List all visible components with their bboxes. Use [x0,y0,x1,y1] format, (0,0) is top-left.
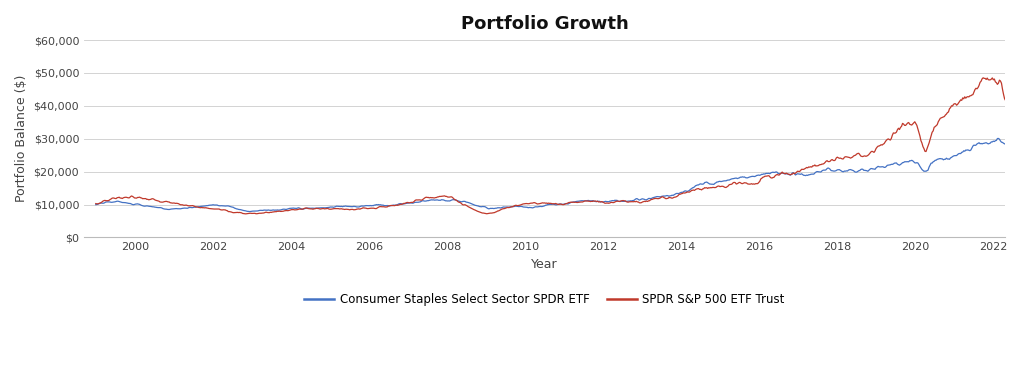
X-axis label: Year: Year [531,258,558,271]
Y-axis label: Portfolio Balance ($): Portfolio Balance ($) [15,75,28,202]
SPDR S&P 500 ETF Trust [482,211,495,216]
Consumer Staples Select Sector SPDR ETF [781,171,794,176]
Consumer Staples Select Sector SPDR ETF [482,207,495,211]
SPDR S&P 500 ETF Trust [781,171,794,176]
SPDR S&P 500 ETF Trust [977,76,989,80]
SPDR S&P 500 ETF Trust [743,182,756,187]
Consumer Staples Select Sector SPDR ETF [330,204,342,209]
Line: SPDR S&P 500 ETF Trust: SPDR S&P 500 ETF Trust [96,78,1013,214]
Line: Consumer Staples Select Sector SPDR ETF: Consumer Staples Select Sector SPDR ETF [96,139,1013,212]
Title: Portfolio Growth: Portfolio Growth [461,15,629,33]
Legend: Consumer Staples Select Sector SPDR ETF, SPDR S&P 500 ETF Trust: Consumer Staples Select Sector SPDR ETF,… [299,288,790,310]
Consumer Staples Select Sector SPDR ETF [244,209,256,214]
SPDR S&P 500 ETF Trust [189,205,202,209]
Consumer Staples Select Sector SPDR ETF [1007,144,1019,149]
Consumer Staples Select Sector SPDR ETF [90,202,102,207]
SPDR S&P 500 ETF Trust [330,206,342,211]
Consumer Staples Select Sector SPDR ETF [743,175,756,179]
SPDR S&P 500 ETF Trust [240,212,252,216]
SPDR S&P 500 ETF Trust [882,137,894,141]
Consumer Staples Select Sector SPDR ETF [189,205,202,210]
Consumer Staples Select Sector SPDR ETF [882,163,894,167]
SPDR S&P 500 ETF Trust [1007,117,1019,122]
Consumer Staples Select Sector SPDR ETF [992,136,1005,141]
SPDR S&P 500 ETF Trust [90,201,102,206]
